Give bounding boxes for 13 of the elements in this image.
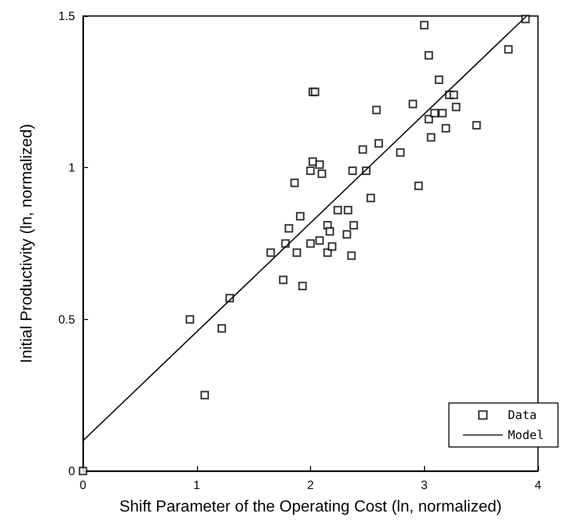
- x-tick-label: 2: [307, 478, 314, 492]
- legend-label: Model: [508, 428, 544, 442]
- y-axis-title: Initial Productivity (ln, normalized): [18, 124, 36, 364]
- y-tick-label: 1: [68, 160, 76, 175]
- legend-label: Data: [508, 408, 537, 422]
- x-tick-label: 1: [193, 478, 200, 492]
- x-axis-title: Shift Parameter of the Operating Cost (ln, normalized): [119, 498, 502, 516]
- x-tick-label: 4: [534, 478, 542, 492]
- x-tick-label: 3: [420, 478, 428, 492]
- y-tick-label: 0.5: [58, 312, 76, 326]
- x-tick-label: 0: [80, 478, 87, 492]
- y-tick-label: 0: [68, 464, 76, 478]
- y-tick-label: 1.5: [58, 9, 76, 23]
